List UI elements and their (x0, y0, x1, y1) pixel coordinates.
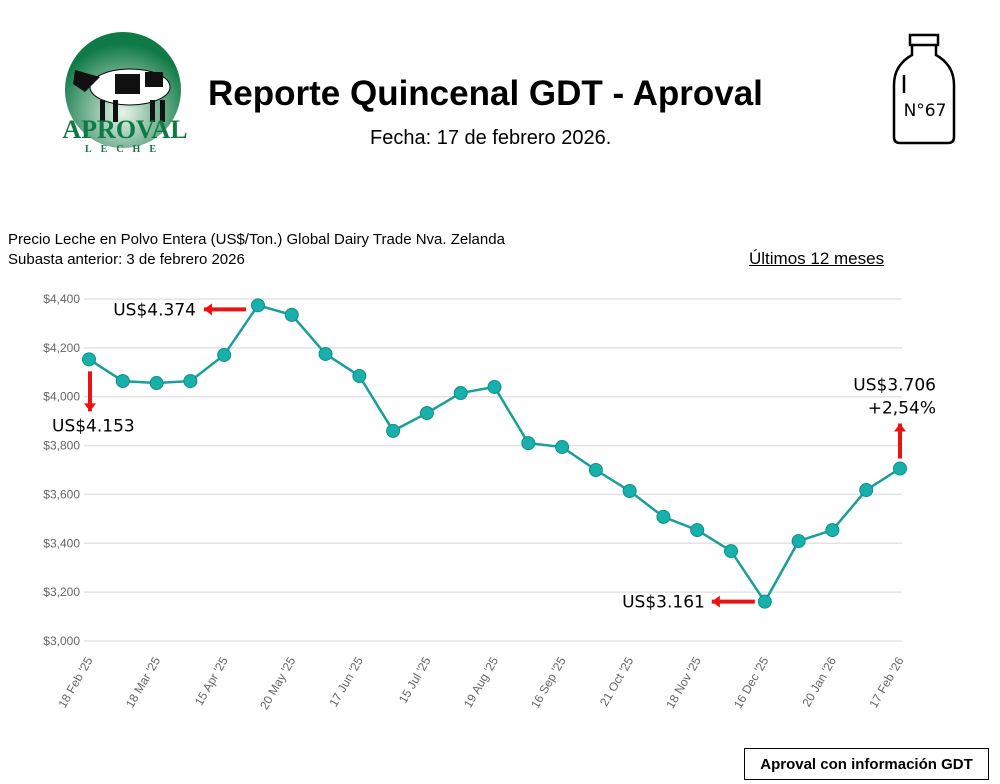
data-point (250, 298, 265, 313)
logo-brand: APROVAL (62, 115, 187, 144)
annotation-label: US$3.706 (853, 376, 936, 396)
data-point (588, 463, 603, 477)
logo-sub: LECHE (85, 144, 165, 155)
data-point (859, 483, 874, 498)
data-point (656, 509, 671, 524)
milk-bottle-icon: N°67 (892, 33, 956, 145)
data-point (757, 594, 772, 609)
data-point (521, 436, 536, 451)
source-footer: Aproval con información GDT (744, 748, 989, 780)
issue-number: N°67 (904, 101, 947, 121)
x-tick-label: 21 Oct '25 (597, 654, 636, 708)
y-tick-label: $3,800 (43, 439, 80, 453)
x-tick-label: 18 Mar '25 (123, 654, 163, 710)
previous-auction: Subasta anterior: 3 de febrero 2026 (8, 251, 245, 268)
data-point (284, 307, 299, 322)
x-tick-label: 20 May '25 (257, 654, 298, 712)
data-point (825, 523, 840, 538)
y-tick-label: $3,000 (43, 634, 80, 648)
data-point (419, 406, 434, 421)
data-point (318, 346, 333, 361)
data-point (217, 347, 232, 362)
y-tick-label: $3,200 (43, 585, 80, 599)
data-point (183, 374, 198, 389)
arrowhead-icon (84, 403, 96, 412)
data-point (386, 423, 401, 438)
annotation-label: US$4.374 (113, 300, 196, 320)
x-tick-label: 18 Nov '25 (663, 654, 704, 711)
data-point (453, 386, 468, 401)
arrowhead-icon (711, 595, 720, 608)
y-tick-label: $4,400 (43, 292, 80, 306)
data-point (690, 523, 705, 538)
report-title: Reporte Quincenal GDT - Aproval (208, 74, 763, 113)
x-tick-label: 17 Feb '26 (866, 654, 906, 710)
data-point (82, 352, 96, 367)
data-point (791, 534, 806, 549)
y-tick-label: $4,200 (43, 341, 80, 355)
data-point (622, 484, 637, 499)
x-tick-label: 16 Sep '25 (528, 654, 569, 711)
price-line (88, 303, 901, 605)
annotation-label: US$4.153 (52, 416, 135, 436)
x-tick-label: 18 Feb '25 (55, 654, 95, 710)
report-date: Fecha: 17 de febrero 2026. (370, 127, 612, 149)
data-point (487, 379, 502, 394)
x-tick-label: 20 Jan '26 (799, 654, 839, 709)
arrowhead-icon (894, 423, 906, 432)
period-label: Últimos 12 meses (749, 249, 885, 268)
data-point (149, 376, 164, 391)
x-tick-label: 16 Dec '25 (731, 654, 772, 711)
y-tick-label: $4,000 (43, 390, 80, 404)
data-point (893, 461, 907, 476)
annotation-label: US$3.161 (622, 593, 705, 613)
data-point (352, 368, 367, 383)
arrowhead-icon (203, 303, 212, 316)
y-tick-label: $3,400 (43, 536, 80, 550)
x-tick-label: 15 Apr '25 (192, 654, 231, 708)
chart-subtitle: Precio Leche en Polvo Entera (US$/Ton.) … (8, 231, 505, 248)
y-tick-label: $3,600 (43, 487, 80, 501)
data-point (115, 374, 130, 389)
aproval-logo: APROVAL LECHE (62, 32, 188, 155)
annotation-change: +2,54% (868, 399, 936, 419)
x-tick-label: 17 Jun '25 (326, 654, 366, 709)
data-point (555, 440, 570, 455)
x-tick-label: 19 Aug '25 (461, 654, 501, 710)
x-tick-label: 15 Jul '25 (396, 654, 434, 705)
data-point (724, 544, 739, 559)
